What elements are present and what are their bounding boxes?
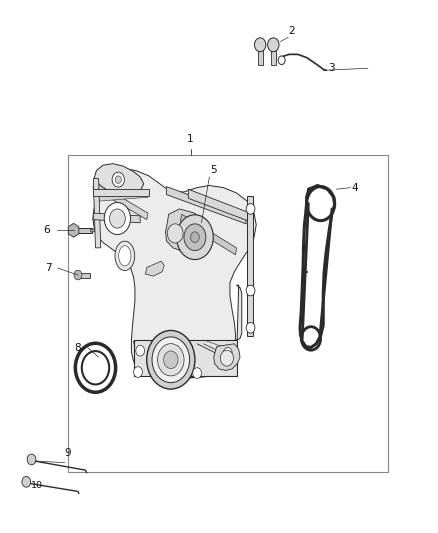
Text: 7: 7 [45, 263, 52, 273]
Circle shape [167, 224, 183, 243]
Circle shape [147, 330, 195, 389]
Circle shape [223, 348, 232, 358]
Polygon shape [93, 168, 256, 378]
Text: 3: 3 [328, 63, 335, 73]
Circle shape [136, 345, 145, 356]
Circle shape [134, 367, 142, 377]
Circle shape [254, 38, 266, 52]
Circle shape [220, 350, 233, 366]
Circle shape [268, 38, 279, 52]
Polygon shape [93, 181, 148, 220]
Polygon shape [134, 340, 237, 376]
Polygon shape [93, 189, 149, 196]
Circle shape [104, 203, 131, 235]
Polygon shape [180, 214, 237, 255]
Polygon shape [134, 285, 242, 377]
Text: 2: 2 [288, 26, 295, 36]
Circle shape [177, 215, 213, 260]
Circle shape [74, 270, 82, 280]
Circle shape [22, 477, 31, 487]
Text: 5: 5 [210, 165, 217, 175]
Circle shape [158, 344, 184, 376]
Circle shape [110, 209, 125, 228]
Polygon shape [145, 261, 164, 276]
Circle shape [152, 337, 190, 383]
Text: 4: 4 [352, 183, 358, 192]
Circle shape [27, 454, 36, 465]
Polygon shape [91, 229, 95, 232]
Circle shape [246, 322, 255, 333]
Circle shape [301, 327, 321, 350]
Circle shape [246, 204, 255, 214]
Polygon shape [93, 179, 101, 248]
Circle shape [82, 351, 109, 384]
Ellipse shape [119, 246, 131, 266]
Circle shape [278, 56, 285, 64]
Polygon shape [93, 213, 140, 223]
Polygon shape [247, 196, 253, 336]
Circle shape [163, 351, 178, 369]
Circle shape [246, 285, 255, 296]
Polygon shape [214, 344, 240, 370]
Text: 10: 10 [31, 481, 43, 489]
Polygon shape [258, 47, 263, 65]
Circle shape [75, 343, 116, 392]
Circle shape [191, 232, 199, 243]
Circle shape [193, 368, 201, 378]
Polygon shape [94, 190, 148, 201]
Text: 1: 1 [187, 134, 194, 144]
Polygon shape [68, 223, 79, 237]
Polygon shape [166, 187, 246, 224]
Polygon shape [166, 209, 205, 252]
Polygon shape [75, 228, 92, 233]
Polygon shape [94, 164, 144, 195]
Circle shape [112, 172, 124, 187]
Text: 9: 9 [65, 448, 71, 458]
Polygon shape [188, 189, 253, 223]
Text: 6: 6 [44, 225, 50, 235]
Ellipse shape [115, 241, 134, 271]
Circle shape [184, 224, 206, 251]
Text: 8: 8 [74, 343, 81, 352]
Circle shape [307, 187, 335, 221]
Polygon shape [77, 273, 90, 278]
Polygon shape [271, 47, 276, 65]
Bar [68, 155, 388, 472]
Circle shape [115, 176, 121, 183]
